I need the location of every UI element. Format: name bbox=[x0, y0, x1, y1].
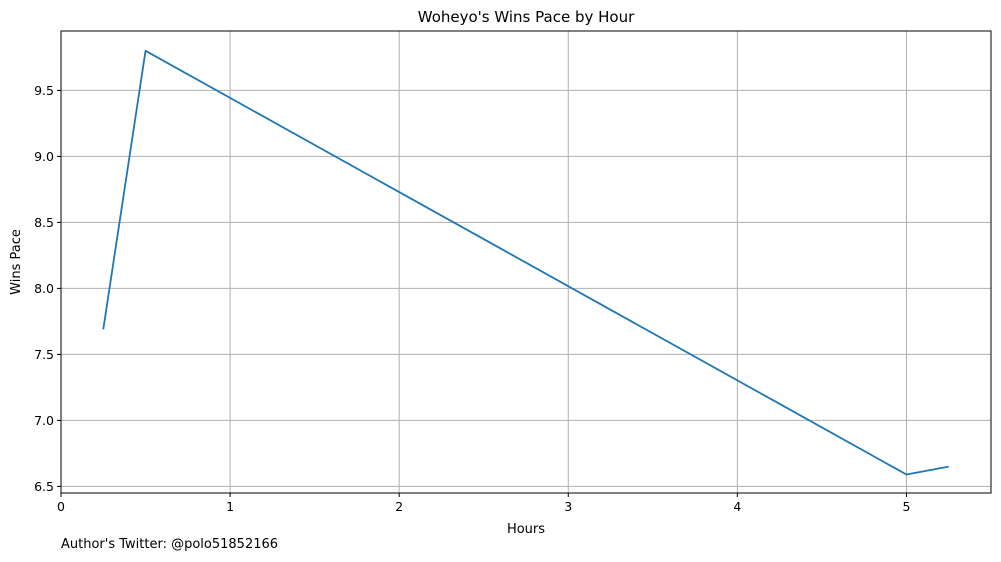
y-tick-label: 6.5 bbox=[34, 479, 54, 494]
y-tick-label: 8.0 bbox=[34, 281, 54, 296]
x-tick-label: 4 bbox=[733, 499, 741, 514]
y-tick-label: 9.0 bbox=[34, 149, 54, 164]
plot-frame bbox=[60, 30, 992, 494]
y-axis-label: Wins Pace bbox=[9, 229, 24, 295]
series-line bbox=[102, 49, 949, 476]
x-axis: 0 1 2 3 4 5 bbox=[57, 493, 910, 514]
y-tick-label: 7.0 bbox=[34, 413, 54, 428]
x-tick-label: 3 bbox=[564, 499, 572, 514]
author-footnote: Author's Twitter: @polo51852166 bbox=[61, 537, 279, 552]
y-tick-label: 9.5 bbox=[34, 83, 54, 98]
y-tick-label: 7.5 bbox=[34, 347, 54, 362]
series-layer bbox=[102, 49, 949, 476]
y-tick-label: 8.5 bbox=[34, 215, 54, 230]
x-tick-label: 0 bbox=[57, 499, 65, 514]
x-tick-label: 1 bbox=[226, 499, 234, 514]
grid bbox=[60, 31, 991, 493]
y-axis: 6.5 7.0 7.5 8.0 8.5 9.0 9.5 bbox=[34, 83, 61, 494]
x-tick-label: 5 bbox=[902, 499, 910, 514]
x-axis-label: Hours bbox=[507, 522, 545, 537]
x-tick-label: 2 bbox=[395, 499, 403, 514]
chart-title: Woheyo's Wins Pace by Hour bbox=[418, 8, 635, 26]
